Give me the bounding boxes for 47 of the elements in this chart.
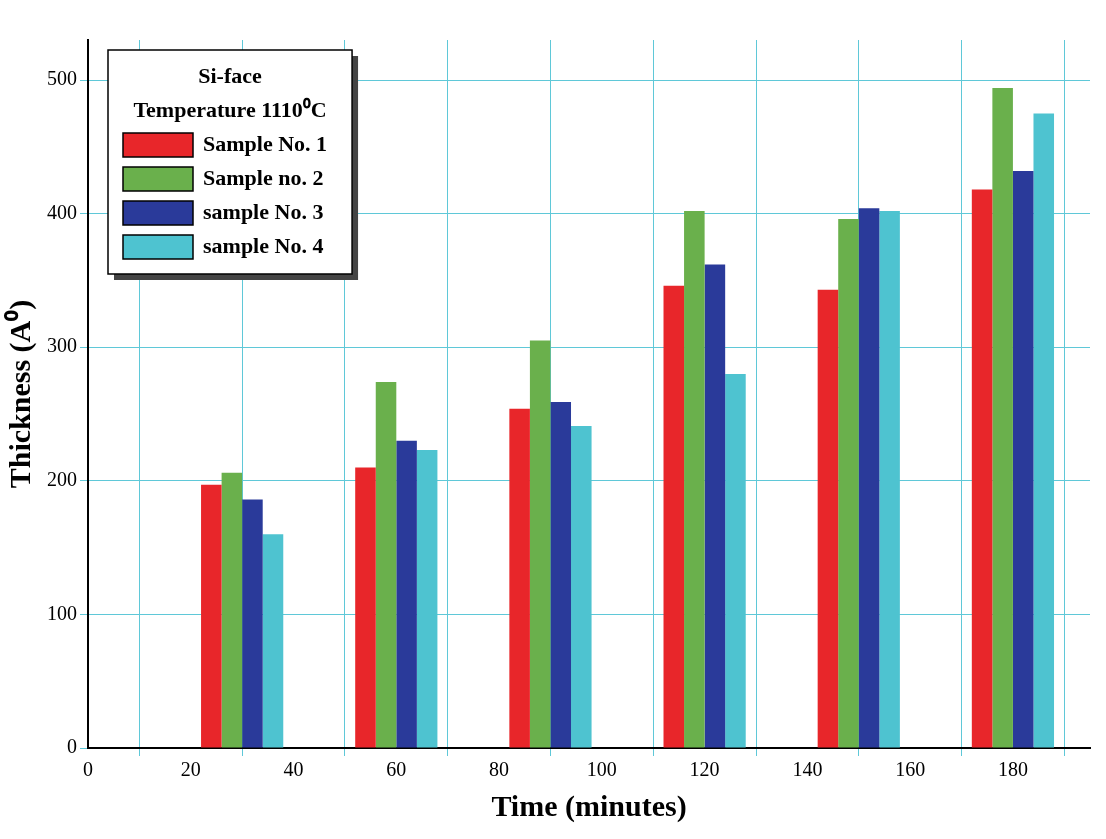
bar — [1033, 113, 1055, 748]
bar — [992, 88, 1013, 748]
y-tick-label: 100 — [47, 601, 77, 624]
bar — [879, 210, 900, 748]
x-axis-title: Time (minutes) — [491, 788, 687, 823]
bar — [375, 381, 397, 748]
bar — [355, 467, 376, 748]
legend-label: Sample No. 1 — [203, 130, 328, 156]
x-tick-label: 140 — [792, 758, 823, 781]
x-tick-label: 60 — [386, 758, 407, 781]
x-tick-label: 20 — [180, 758, 201, 781]
bar — [396, 440, 417, 748]
y-tick-label: 200 — [47, 468, 77, 491]
x-tick-label: 80 — [489, 758, 510, 781]
x-tick-label: 160 — [895, 758, 926, 781]
bar — [971, 189, 993, 748]
bar — [571, 426, 592, 748]
bar — [817, 289, 839, 748]
bar — [201, 484, 222, 748]
y-tick-label: 400 — [47, 200, 77, 223]
bar — [858, 208, 880, 748]
bar — [221, 472, 243, 748]
y-axis-title: Thickness (A⁰) — [2, 299, 37, 489]
bar — [529, 340, 551, 748]
bar — [550, 402, 572, 748]
bar — [684, 210, 705, 748]
bar — [509, 408, 530, 748]
y-tick-label: 300 — [47, 334, 77, 357]
x-tick-label: 40 — [283, 758, 304, 781]
legend-label: sample No. 4 — [203, 232, 324, 258]
legend-title: Si-face Temperature 1110⁰C — [133, 62, 327, 122]
bar — [1012, 170, 1034, 748]
x-tick-label: 180 — [997, 758, 1028, 781]
x-tick-label: 100 — [586, 758, 617, 781]
bar — [416, 450, 438, 748]
legend-label: Sample no. 2 — [203, 164, 324, 190]
bar — [663, 285, 685, 748]
y-tick-label: 0 — [67, 735, 77, 758]
bar — [242, 499, 263, 748]
x-tick-label: 0 — [83, 758, 93, 781]
y-tick-label: 500 — [47, 67, 77, 90]
bar — [704, 264, 726, 748]
bar — [838, 219, 859, 748]
bar — [725, 373, 746, 748]
x-tick-label: 120 — [689, 758, 720, 781]
legend-label: sample No. 3 — [203, 198, 324, 224]
bar — [262, 534, 284, 748]
